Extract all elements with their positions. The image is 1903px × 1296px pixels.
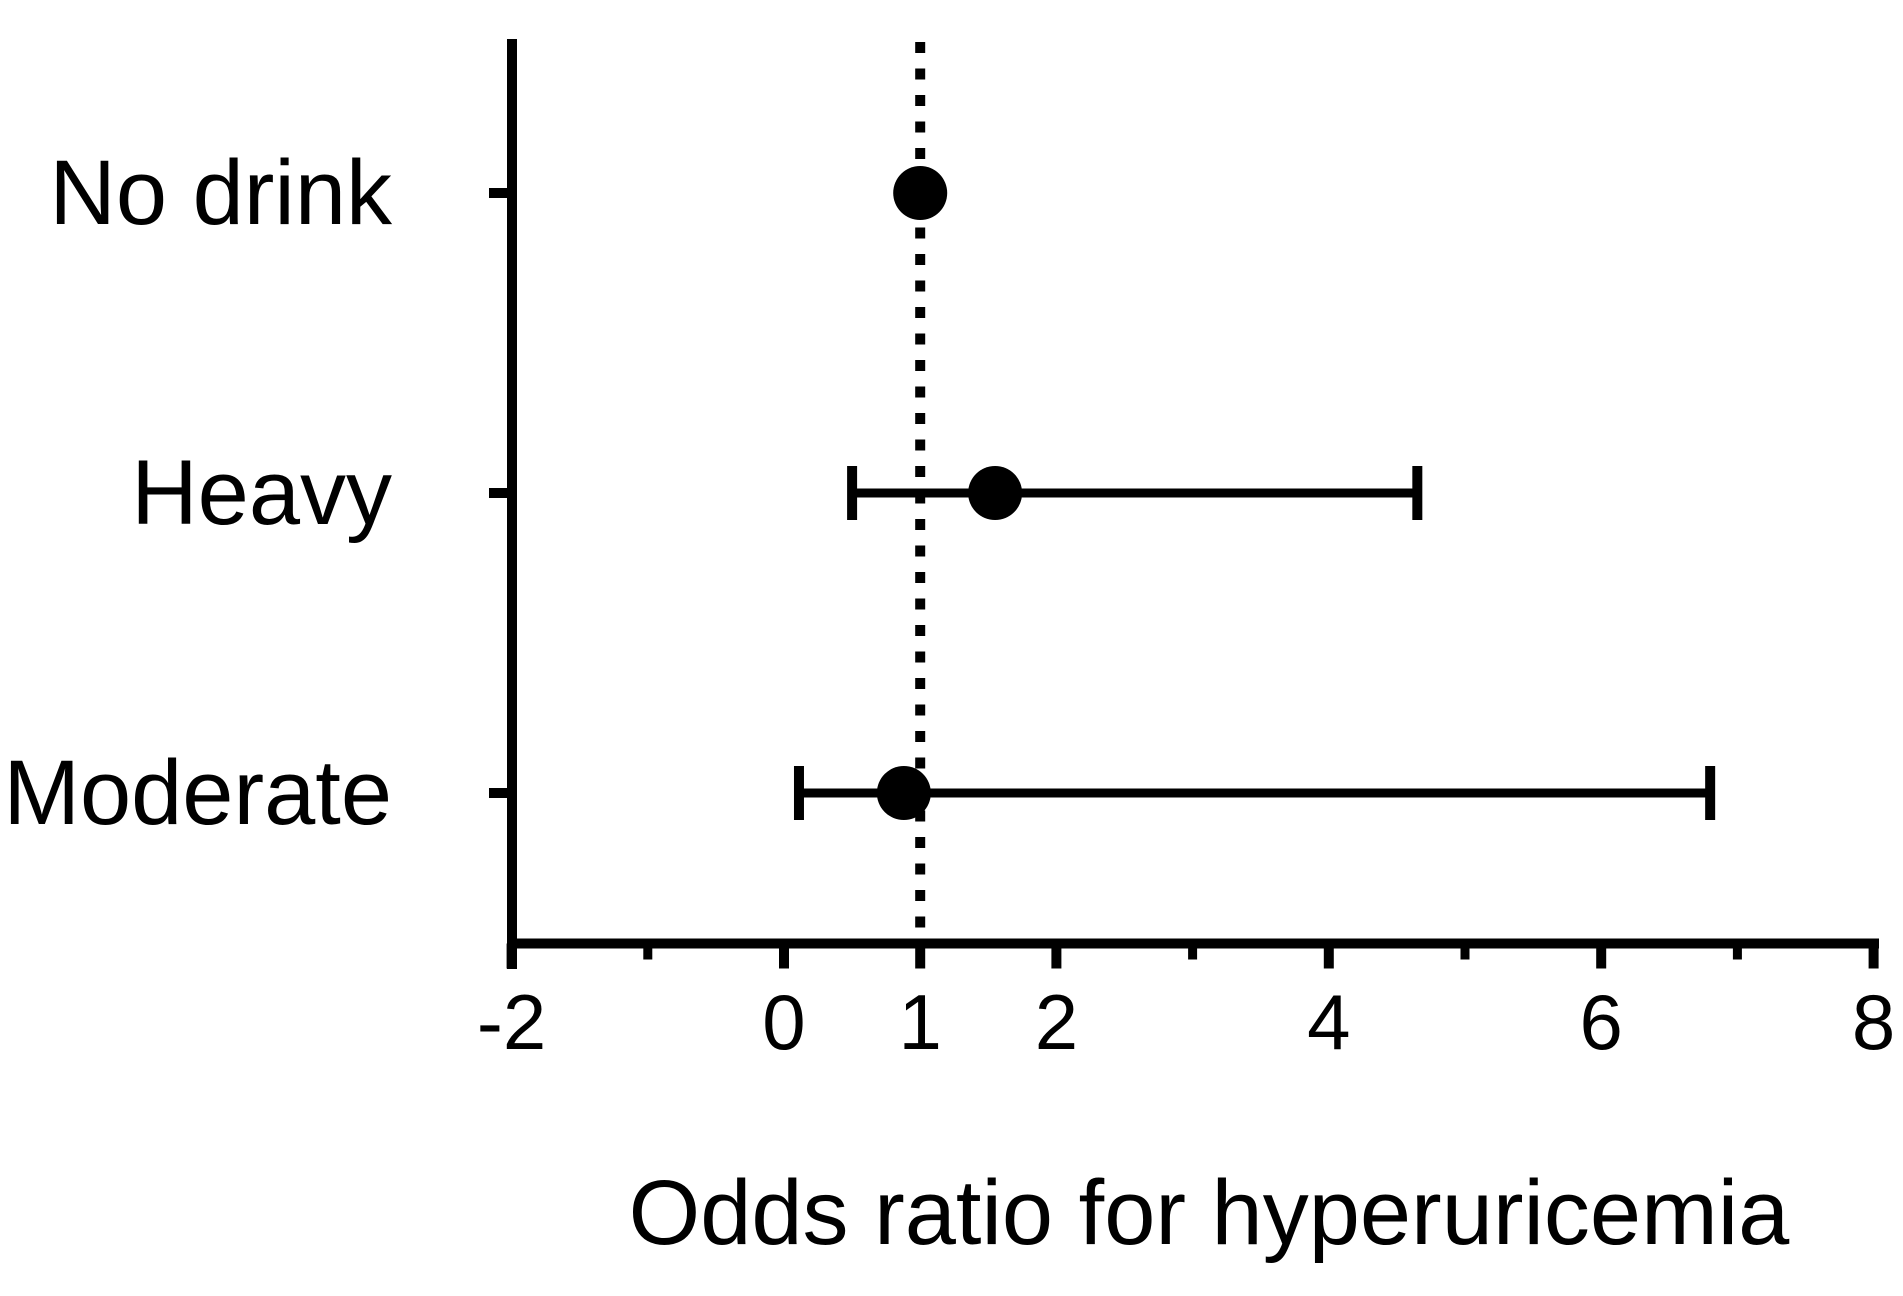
- x-tick-label: 8: [1851, 978, 1896, 1066]
- x-tick-label: 4: [1307, 978, 1351, 1066]
- x-tick-label: 2: [1034, 978, 1079, 1066]
- or-marker: [968, 466, 1023, 520]
- x-tick-label: -2: [476, 978, 547, 1066]
- category-label: No drink: [49, 142, 392, 244]
- category-label: Heavy: [131, 442, 392, 544]
- x-tick-label: 6: [1579, 978, 1623, 1066]
- x-tick-label: 1: [898, 978, 942, 1066]
- or-marker: [876, 766, 931, 820]
- category-label: Moderate: [3, 742, 392, 844]
- x-tick-label: 0: [762, 978, 806, 1066]
- x-axis-title: Odds ratio for hyperuricemia: [628, 1162, 1790, 1264]
- or-marker: [893, 166, 948, 220]
